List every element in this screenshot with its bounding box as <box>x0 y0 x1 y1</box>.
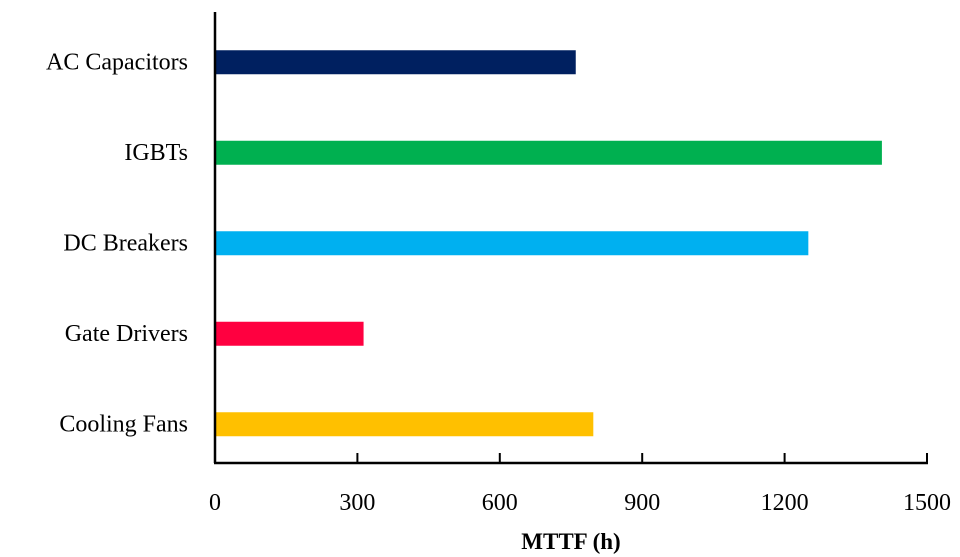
bar-dc-breakers <box>215 231 809 256</box>
x-tick-label: 600 <box>482 490 518 516</box>
x-tick-label: 300 <box>339 490 375 516</box>
bar-ac-capacitors <box>215 50 576 75</box>
x-tick-label: 1500 <box>903 490 951 516</box>
category-label: AC Capacitors <box>46 49 188 75</box>
category-label: DC Breakers <box>63 230 188 256</box>
category-label: Gate Drivers <box>65 321 188 347</box>
bar-gate-drivers <box>215 321 364 346</box>
x-tick-label: 900 <box>624 490 660 516</box>
x-tick-label: 0 <box>209 490 221 516</box>
bars-group <box>215 50 882 437</box>
category-label: IGBTs <box>124 140 188 166</box>
x-ticks: 0 300 600 900 1200 1500 <box>209 453 951 516</box>
x-tick-label: 1200 <box>761 490 809 516</box>
bar-igbts <box>215 140 882 165</box>
category-label: Cooling Fans <box>59 411 188 437</box>
x-axis-title: MTTF (h) <box>521 529 620 554</box>
category-labels: AC Capacitors IGBTs DC Breakers Gate Driver… <box>46 49 188 437</box>
bar-cooling-fans <box>215 412 594 437</box>
